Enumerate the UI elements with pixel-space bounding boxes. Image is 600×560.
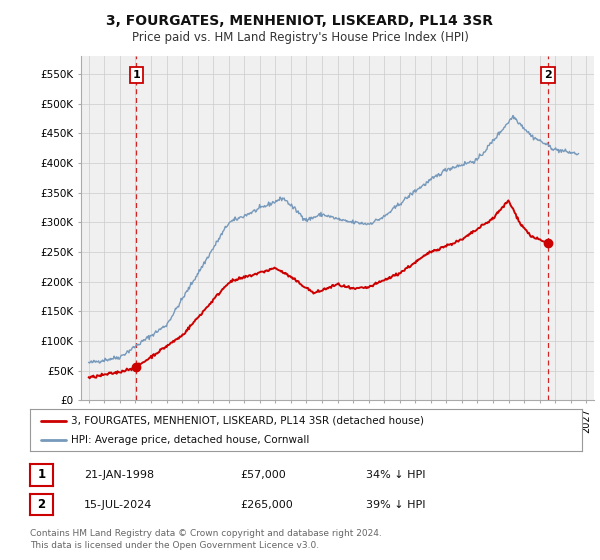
Text: 39% ↓ HPI: 39% ↓ HPI: [366, 500, 425, 510]
Text: 3, FOURGATES, MENHENIOT, LISKEARD, PL14 3SR: 3, FOURGATES, MENHENIOT, LISKEARD, PL14 …: [107, 14, 493, 28]
Text: 2: 2: [544, 70, 552, 80]
Text: £265,000: £265,000: [240, 500, 293, 510]
Text: 1: 1: [133, 70, 140, 80]
Text: 1: 1: [37, 468, 46, 482]
Text: Contains HM Land Registry data © Crown copyright and database right 2024.
This d: Contains HM Land Registry data © Crown c…: [30, 529, 382, 550]
Text: 21-JAN-1998: 21-JAN-1998: [84, 470, 154, 480]
Text: 3, FOURGATES, MENHENIOT, LISKEARD, PL14 3SR (detached house): 3, FOURGATES, MENHENIOT, LISKEARD, PL14 …: [71, 416, 424, 426]
Text: 2: 2: [37, 498, 46, 511]
Text: 15-JUL-2024: 15-JUL-2024: [84, 500, 152, 510]
Text: HPI: Average price, detached house, Cornwall: HPI: Average price, detached house, Corn…: [71, 435, 310, 445]
Text: Price paid vs. HM Land Registry's House Price Index (HPI): Price paid vs. HM Land Registry's House …: [131, 31, 469, 44]
Text: 34% ↓ HPI: 34% ↓ HPI: [366, 470, 425, 480]
Text: £57,000: £57,000: [240, 470, 286, 480]
